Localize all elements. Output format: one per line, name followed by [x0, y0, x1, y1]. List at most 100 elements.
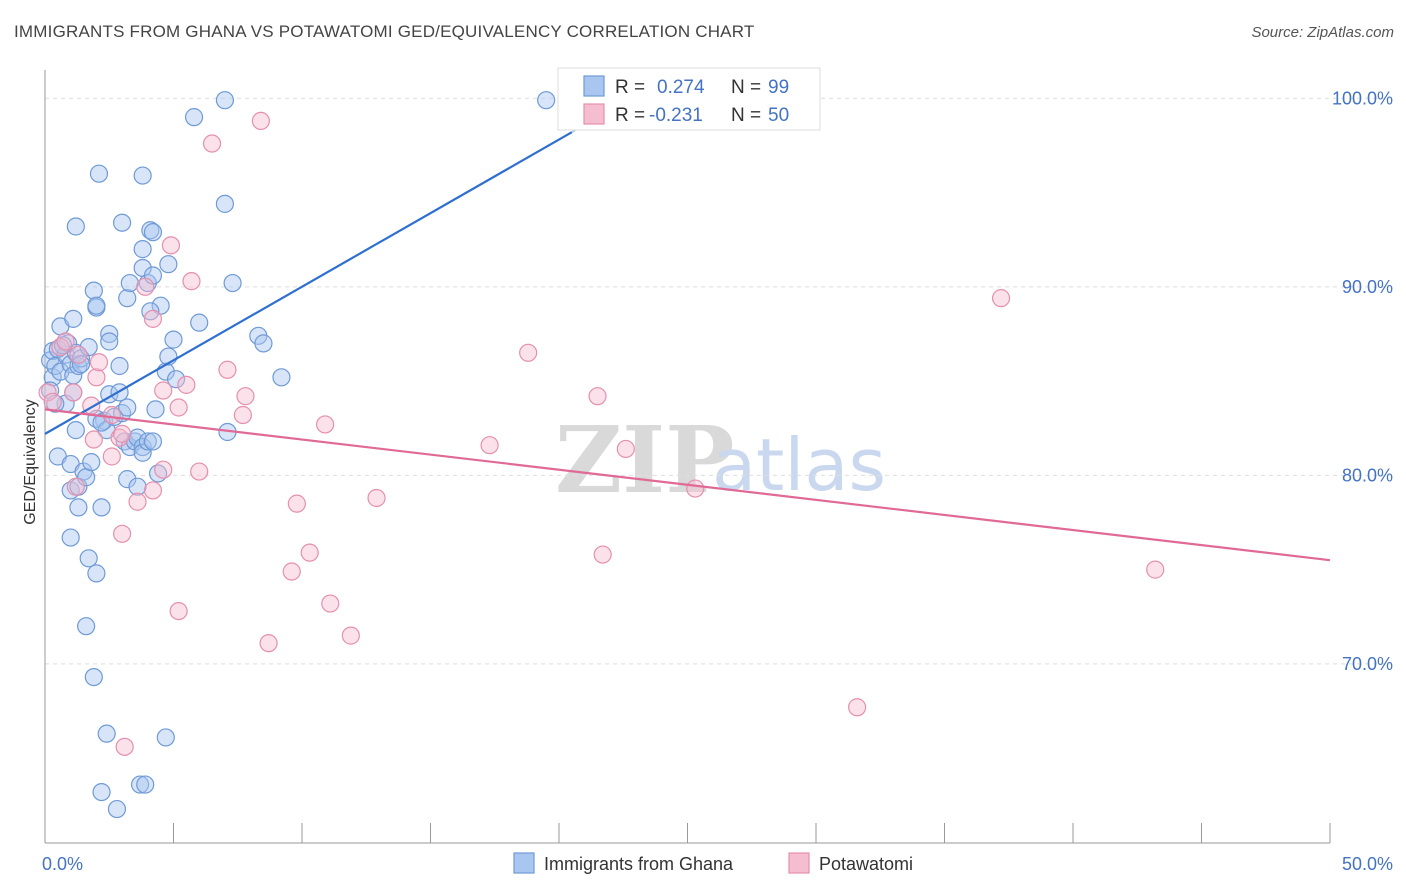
- point-potawatomi-20: [161, 236, 181, 255]
- point-ghana-60: [164, 330, 183, 349]
- point-ghana-86: [87, 564, 106, 583]
- point-potawatomi-36: [341, 626, 360, 645]
- point-potawatomi-19: [154, 381, 173, 400]
- y-tick-label-3: 100.0%: [1332, 88, 1393, 108]
- point-potawatomi-11: [102, 447, 121, 466]
- point-ghana-75: [537, 91, 556, 110]
- point-potawatomi-23: [182, 272, 201, 291]
- point-ghana-92: [130, 775, 150, 794]
- x-tick-label-0: 0.0%: [42, 854, 83, 874]
- point-potawatomi-15: [128, 492, 147, 511]
- point-ghana-81: [82, 453, 101, 472]
- watermark-zip: ZIP: [555, 406, 734, 514]
- point-potawatomi-37: [367, 488, 386, 508]
- point-ghana-71: [89, 164, 109, 183]
- source-credit: Source: ZipAtlas.com: [1251, 24, 1394, 41]
- legend: Immigrants from Ghana Potawatomi: [513, 852, 913, 874]
- point-potawatomi-24: [190, 462, 209, 481]
- point-potawatomi-32: [287, 494, 306, 513]
- point-potawatomi-3: [56, 332, 75, 351]
- point-potawatomi-43: [519, 343, 538, 362]
- point-potawatomi-41: [66, 477, 85, 496]
- point-ghana-50: [120, 273, 139, 293]
- stats-n-label-ghana: N =: [731, 77, 761, 98]
- y-tick-label-1: 80.0%: [1342, 465, 1393, 485]
- point-potawatomi-8: [87, 368, 106, 387]
- stats-n-label-potawatomi: N =: [731, 105, 761, 126]
- point-potawatomi-26: [218, 360, 237, 379]
- point-potawatomi-47: [686, 479, 705, 498]
- y-axis-title: GED/Equivalency: [22, 399, 39, 524]
- point-ghana-43: [138, 432, 157, 451]
- point-potawatomi-1: [43, 392, 62, 411]
- point-ghana-20: [84, 281, 103, 300]
- point-ghana-56: [143, 223, 163, 242]
- legend-swatch-potawatomi: [788, 852, 810, 874]
- point-potawatomi-49: [991, 289, 1011, 308]
- legend-label-potawatomi: Potawatomi: [819, 854, 913, 874]
- trend-line-ghana: [44, 131, 573, 435]
- axes: [44, 70, 1331, 844]
- point-ghana-31: [100, 332, 119, 351]
- point-ghana-91: [92, 782, 111, 802]
- point-ghana-42: [133, 443, 152, 462]
- trend-lines: [44, 107, 1331, 562]
- point-ghana-65: [223, 273, 242, 293]
- watermark-atlas: atlas: [712, 423, 886, 507]
- point-potawatomi-50: [1146, 560, 1165, 579]
- point-potawatomi-2: [51, 338, 70, 357]
- data-points: [38, 91, 1165, 819]
- point-potawatomi-22: [177, 375, 196, 394]
- stats-r-label-potawatomi: R =: [615, 105, 645, 126]
- stats-r-value-potawatomi: -0.231: [649, 105, 703, 126]
- point-potawatomi-5: [69, 345, 88, 364]
- point-ghana-36: [118, 470, 137, 489]
- point-potawatomi-38: [169, 601, 188, 621]
- gridlines: [45, 97, 1390, 665]
- point-potawatomi-42: [480, 436, 499, 455]
- point-ghana-94: [107, 799, 127, 819]
- point-potawatomi-27: [233, 405, 252, 425]
- legend-label-ghana: Immigrants from Ghana: [544, 854, 734, 874]
- point-potawatomi-40: [154, 460, 173, 479]
- point-ghana-97: [66, 421, 85, 440]
- point-ghana-74: [215, 91, 234, 110]
- stats-swatch-ghana: [583, 75, 605, 97]
- point-potawatomi-33: [300, 543, 319, 562]
- point-ghana-44: [128, 477, 147, 496]
- point-potawatomi-17: [143, 309, 163, 328]
- y-tick-label-2: 90.0%: [1342, 277, 1393, 297]
- x-tick-labels: 0.0% 50.0%: [42, 854, 1393, 874]
- point-potawatomi-46: [616, 439, 635, 459]
- stats-n-value-potawatomi: 50: [768, 105, 789, 126]
- y-tick-labels: 70.0% 80.0% 90.0% 100.0%: [1332, 88, 1393, 674]
- point-ghana-62: [146, 400, 165, 419]
- point-ghana-22: [64, 309, 83, 328]
- point-ghana-49: [118, 289, 137, 308]
- point-potawatomi-48: [848, 698, 867, 717]
- point-ghana-70: [133, 166, 152, 185]
- point-ghana-57: [159, 255, 178, 274]
- point-ghana-98: [92, 413, 111, 432]
- point-potawatomi-16: [136, 277, 155, 296]
- stats-r-value-ghana: 0.274: [657, 77, 705, 98]
- point-ghana-19: [79, 338, 98, 357]
- stats-n-value-ghana: 99: [768, 77, 789, 98]
- y-tick-label-0: 70.0%: [1342, 654, 1393, 674]
- point-potawatomi-29: [251, 111, 270, 131]
- point-ghana-88: [84, 667, 103, 687]
- point-ghana-23: [66, 217, 85, 236]
- point-ghana-73: [184, 108, 204, 127]
- point-potawatomi-7: [84, 430, 103, 449]
- trend-line-potawatomi: [44, 408, 1331, 562]
- stats-swatch-potawatomi: [583, 103, 605, 125]
- point-potawatomi-4: [64, 383, 83, 402]
- legend-swatch-ghana: [513, 852, 535, 874]
- point-ghana-55: [141, 221, 160, 240]
- point-potawatomi-21: [169, 398, 188, 417]
- point-ghana-87: [77, 617, 96, 636]
- point-ghana-64: [215, 194, 234, 213]
- point-potawatomi-25: [202, 134, 222, 153]
- point-ghana-89: [97, 724, 116, 743]
- point-potawatomi-28: [236, 387, 255, 406]
